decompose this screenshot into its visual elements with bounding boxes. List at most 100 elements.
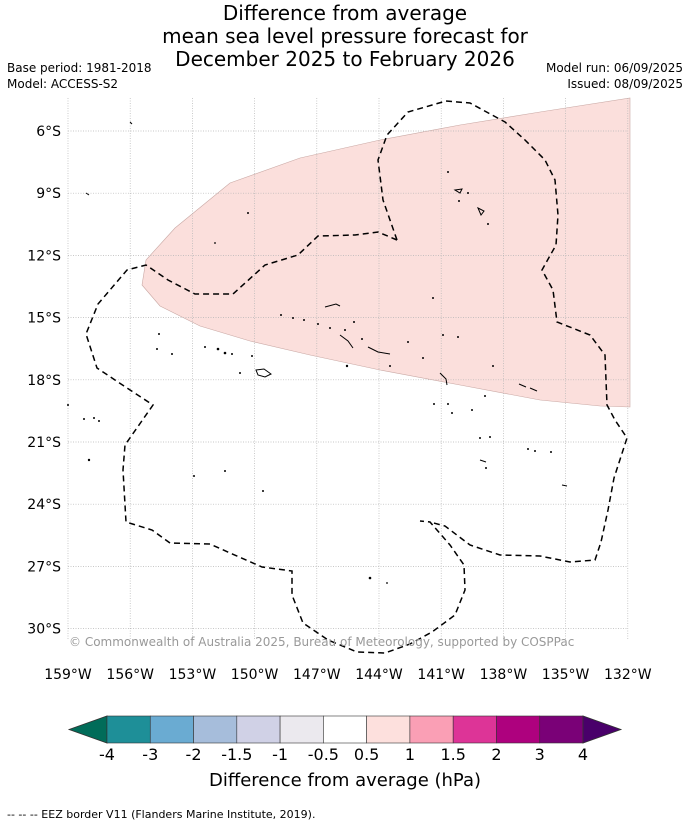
island-dot [193,475,195,477]
island [129,121,133,125]
island [518,383,527,388]
island-dot [389,365,391,367]
eez-legend-note: -- -- -- EEZ border V11 (Flanders Marine… [7,808,316,821]
lon-label: 135°W [542,667,590,683]
lat-label: 15°S [27,311,61,327]
model-name: Model: ACCESS-S2 [7,77,119,91]
island-dot [489,436,491,438]
island-dot [534,450,536,452]
colorbar-segment [366,715,411,744]
colorbar-low-extend [67,715,108,744]
eez-line-islands-kiribati [377,100,628,563]
island-dot [442,334,444,336]
colorbar-segment [106,715,151,744]
island-dot [280,314,282,316]
colorbar-segment [149,715,194,744]
small-islands [67,171,552,584]
island [529,387,538,392]
copyright-notice: © Commonwealth of Australia 2025, Bureau… [69,635,574,649]
colorbar-segment [193,715,238,744]
island-dot [231,353,233,355]
lat-label: 12°S [27,248,61,264]
island-dot [98,420,100,422]
island-dot [484,395,486,397]
meta-left: Base period: 1981-2018 Model: ACCESS-S2 [7,60,152,92]
islands [85,121,568,487]
colorbar-tick-label: 1.5 [440,745,466,764]
colorbar-tick-label: 3 [534,745,545,764]
title-line-3: December 2025 to February 2026 [175,47,515,71]
colorbar-tick-label: 2 [491,745,502,764]
island-dot [93,417,95,419]
island-dot [247,212,249,214]
island-dot [83,418,85,420]
lon-label: 132°W [604,667,652,683]
longitude-labels: 159°W 156°W 153°W 150°W 147°W 144°W 141°W 138°W… [44,667,652,683]
lon-label: 156°W [106,667,154,683]
colorbar-tick-label: -3 [142,745,159,764]
island [561,484,568,487]
lat-label: 9°S [36,186,61,202]
island-dot [67,404,69,406]
island-dot [223,351,227,355]
colorbar-tick-label: 0.5 [353,745,380,764]
island-dot [487,223,489,225]
island-dot [292,317,294,319]
lon-label: 144°W [355,667,403,683]
eez-borders [85,100,628,654]
island-dot [447,403,449,405]
colorbar-tick-label: -1.5 [221,745,253,764]
base-period: Base period: 1981-2018 [7,61,152,75]
island-dot [204,346,206,348]
eez-french-polynesia [85,231,466,654]
anomaly-region [141,97,631,408]
colorbar-segment [409,715,454,744]
lat-label: 21°S [27,435,61,451]
island-dot [344,329,346,331]
island [439,372,448,386]
title-line-1: Difference from average [222,1,468,25]
island [85,192,90,196]
island-dot [239,372,241,374]
island-dot [433,403,435,405]
colorbar-tick-label: -0.5 [307,745,339,764]
island-dot [368,576,372,580]
colorbar-title: Difference from average (hPa) [208,770,482,791]
lat-label: 24°S [27,497,61,513]
island-dot [447,171,449,173]
island-dot [451,412,453,414]
lat-label: 6°S [36,124,61,140]
colorbar-segment [323,715,367,744]
map-gridlines [67,98,629,640]
island-dot [224,470,226,472]
island-dot [471,409,473,411]
island [367,346,391,355]
island [324,303,341,308]
island-dot [467,192,469,194]
island-dot [458,200,460,202]
colorbar-high-extend [582,715,623,744]
island-dot [492,365,494,367]
lat-label: 30°S [27,622,61,638]
island [479,459,487,463]
colorbar-tick-label: -4 [99,745,115,764]
lon-label: 153°W [169,667,217,683]
lat-label: 18°S [27,373,61,389]
island-dot [216,347,220,351]
island-dot [457,336,459,338]
island-dot [262,490,264,492]
colorbar-tick-label: 1 [404,745,415,764]
colorbar [67,715,623,744]
island-dot [214,242,216,244]
island-dot [329,327,331,329]
island-dot [171,353,173,355]
island-dot [87,458,91,462]
lon-label: 141°W [417,667,465,683]
model-run: Model run: 06/09/2025 [545,61,683,75]
colorbar-tick-label: -2 [185,745,202,764]
island [453,188,463,194]
island-dot [479,437,481,439]
latitude-labels: 6°S 9°S 12°S 15°S 18°S 21°S 24°S 27°S 30°S [27,124,61,638]
island-dot [485,467,487,469]
